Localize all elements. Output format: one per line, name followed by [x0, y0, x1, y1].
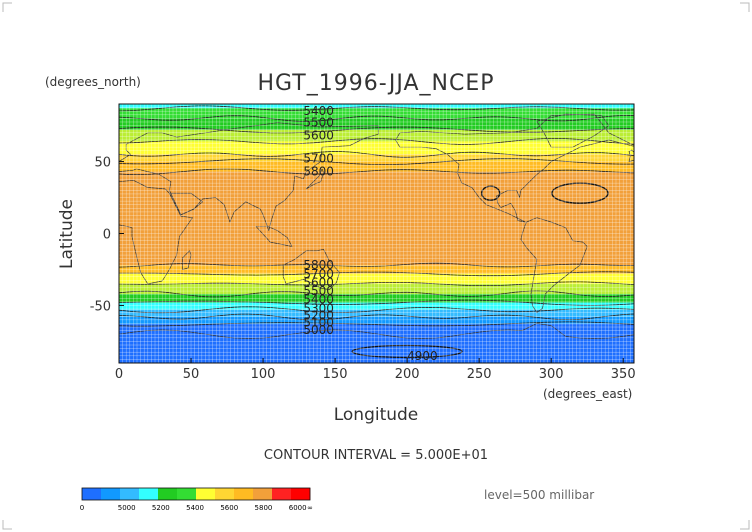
colorbar-swatch — [101, 488, 121, 500]
color-band — [119, 171, 634, 266]
coast-madagascar — [182, 250, 192, 270]
y-tick-label: 50 — [94, 156, 111, 171]
color-band — [119, 302, 634, 310]
level-text: level=500 millibar — [484, 488, 594, 502]
contour-label: 5000 — [303, 323, 334, 337]
contour-label: 5800 — [303, 258, 334, 272]
y-axis-label: Latitude — [57, 199, 77, 269]
colorbar-label: 6000 — [289, 504, 307, 512]
y-axis-ticks: 50 0 -50 — [90, 156, 124, 314]
colorbar-swatch — [158, 488, 178, 500]
contour-label: 4900 — [407, 349, 438, 363]
colorbar-swatch — [234, 488, 254, 500]
y-tick-label: -50 — [90, 299, 111, 314]
plot-area: 5400550056005700580058005700560055005400… — [118, 103, 635, 364]
color-band — [119, 273, 634, 284]
x-tick-label: 250 — [467, 367, 492, 382]
contour-labels: 5400550056005700580058005700560055005400… — [303, 104, 437, 363]
coast-indonesia — [255, 225, 293, 247]
x-tick-label: 200 — [395, 367, 420, 382]
color-band — [119, 104, 634, 109]
colorbar-swatch — [215, 488, 235, 500]
color-band — [119, 283, 634, 294]
y-unit-label: (degrees_north) — [45, 75, 141, 89]
x-tick-label: 0 — [115, 367, 123, 382]
colorbar-swatch — [120, 488, 140, 500]
colorbar-label: 5800 — [255, 504, 273, 512]
x-tick-label: 50 — [183, 367, 200, 382]
contour-label: 5500 — [303, 116, 334, 130]
y-tick-label: 0 — [103, 228, 111, 243]
colorbar: 0 5000 5200 5400 5600 5800 6000 ∞ — [80, 487, 313, 512]
colorbar-frame — [81, 487, 311, 501]
colorbar-swatch — [196, 488, 216, 500]
colorbar-label: ∞ — [307, 504, 313, 512]
x-tick-label: 150 — [323, 367, 348, 382]
contour-label: 5800 — [303, 165, 334, 179]
x-tick-label: 350 — [611, 367, 636, 382]
colorbar-swatch — [291, 488, 311, 500]
color-band — [119, 141, 634, 155]
colorbar-label: 5000 — [118, 504, 136, 512]
x-axis-label: Longitude — [334, 405, 419, 425]
contour-label: 5700 — [303, 152, 334, 166]
colorbar-label: 5600 — [220, 504, 238, 512]
colorbar-label: 0 — [80, 504, 84, 512]
color-band — [119, 309, 634, 317]
colorbar-swatch — [253, 488, 273, 500]
coast-japan — [305, 168, 324, 190]
plot-content: 5400550056005700580058005700560055005400… — [119, 104, 634, 363]
contour-label: 5400 — [303, 293, 334, 307]
color-band — [119, 129, 634, 142]
contour-interval-text: CONTOUR INTERVAL = 5.000E+01 — [264, 448, 488, 463]
colorbar-swatch — [82, 488, 102, 500]
contour-label: 5200 — [303, 309, 334, 323]
colorbar-swatch — [272, 488, 292, 500]
color-band — [119, 108, 634, 119]
contour-label: 5600 — [303, 275, 334, 289]
colorbar-label: 5200 — [152, 504, 170, 512]
contour-label: 5300 — [303, 301, 334, 315]
color-band — [119, 316, 634, 325]
x-tick-label: 300 — [539, 367, 564, 382]
colorbar-label: 5400 — [186, 504, 204, 512]
contour-label: 5100 — [303, 316, 334, 330]
contour-high-east — [480, 185, 501, 201]
contour-label: 5400 — [303, 104, 334, 118]
colorbar-swatch — [177, 488, 197, 500]
contour-label: 5700 — [303, 267, 334, 281]
chart-title: HGT_1996-JJA_NCEP — [257, 71, 494, 96]
color-band — [119, 118, 634, 130]
color-band — [119, 161, 634, 172]
contour-label: 5600 — [303, 129, 334, 143]
contour-label: 5500 — [303, 284, 334, 298]
x-tick-label: 100 — [251, 367, 276, 382]
x-axis-ticks: 0 50 100 150 200 250 300 350 — [115, 358, 636, 382]
grid-lines — [119, 104, 634, 363]
x-unit-label: (degrees_east) — [543, 387, 632, 401]
colorbar-swatch — [139, 488, 159, 500]
